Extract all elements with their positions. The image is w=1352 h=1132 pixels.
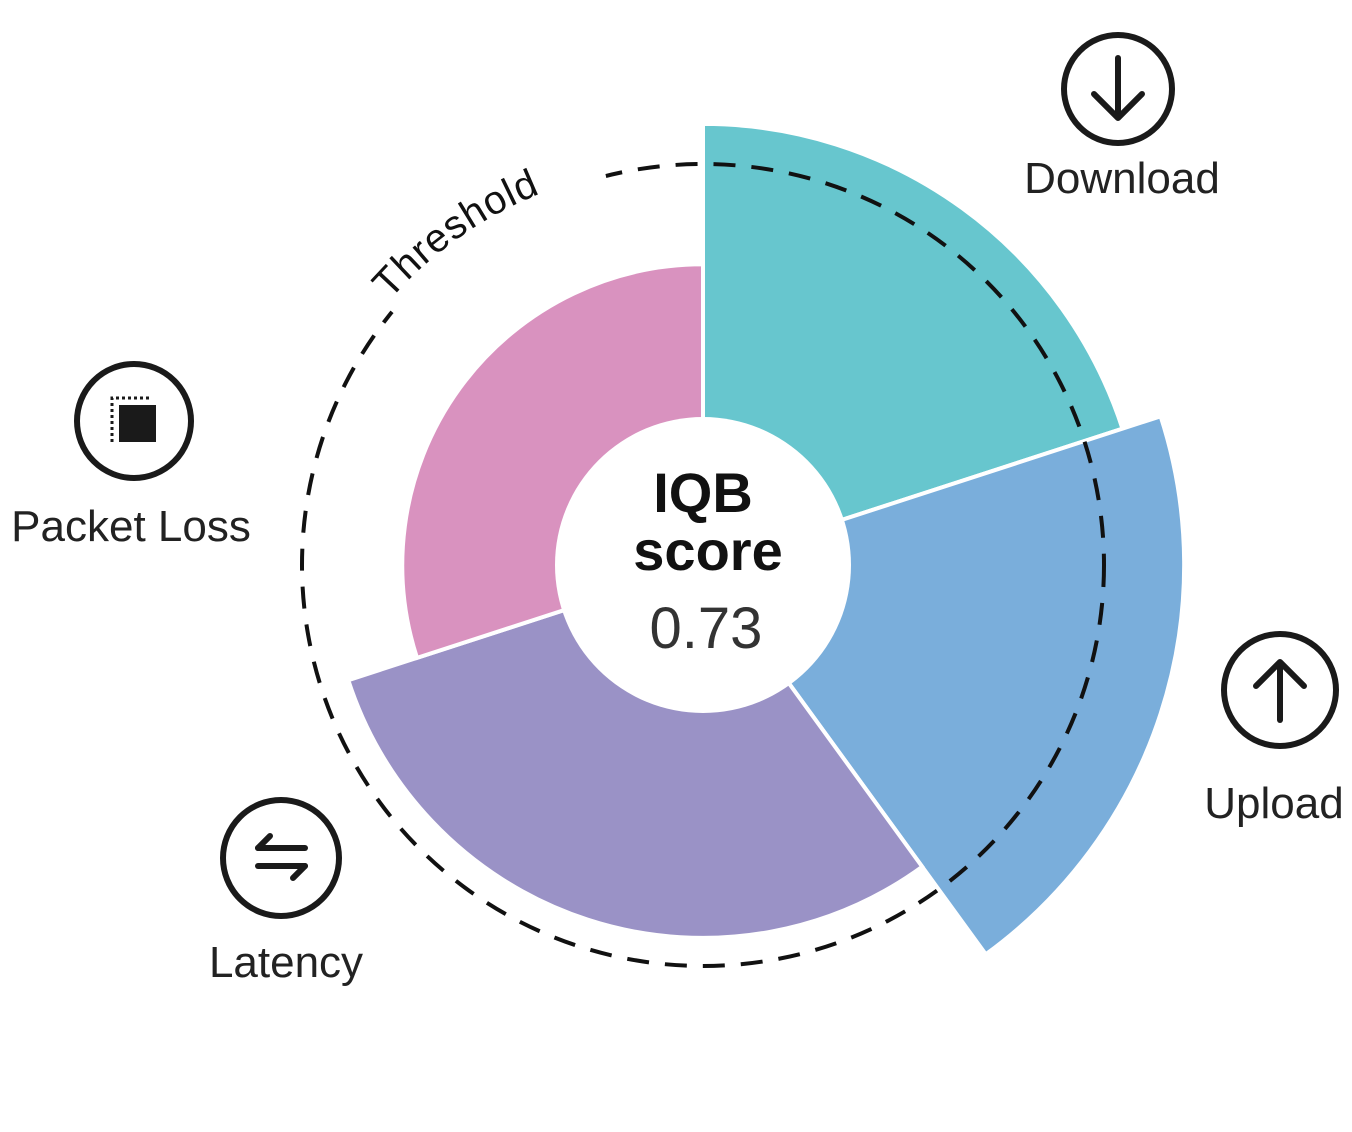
latency-arrows-icon xyxy=(220,797,342,919)
label-upload: Upload xyxy=(1204,779,1343,828)
sector-download xyxy=(701,121,1126,568)
threshold-ring xyxy=(300,162,1106,968)
download-arrow-icon xyxy=(1061,32,1175,146)
label-packet-loss: Packet Loss xyxy=(11,502,251,551)
sector-latency xyxy=(345,562,925,940)
packet-loss-icon xyxy=(74,361,194,481)
label-latency: Latency xyxy=(209,938,363,987)
title-line-1: IQB xyxy=(653,461,753,524)
upload-arrow-icon xyxy=(1221,631,1339,749)
title-line-2: score xyxy=(633,519,782,582)
score-value: 0.73 xyxy=(650,596,763,661)
label-download: Download xyxy=(1024,154,1220,203)
center-hub xyxy=(555,417,851,713)
